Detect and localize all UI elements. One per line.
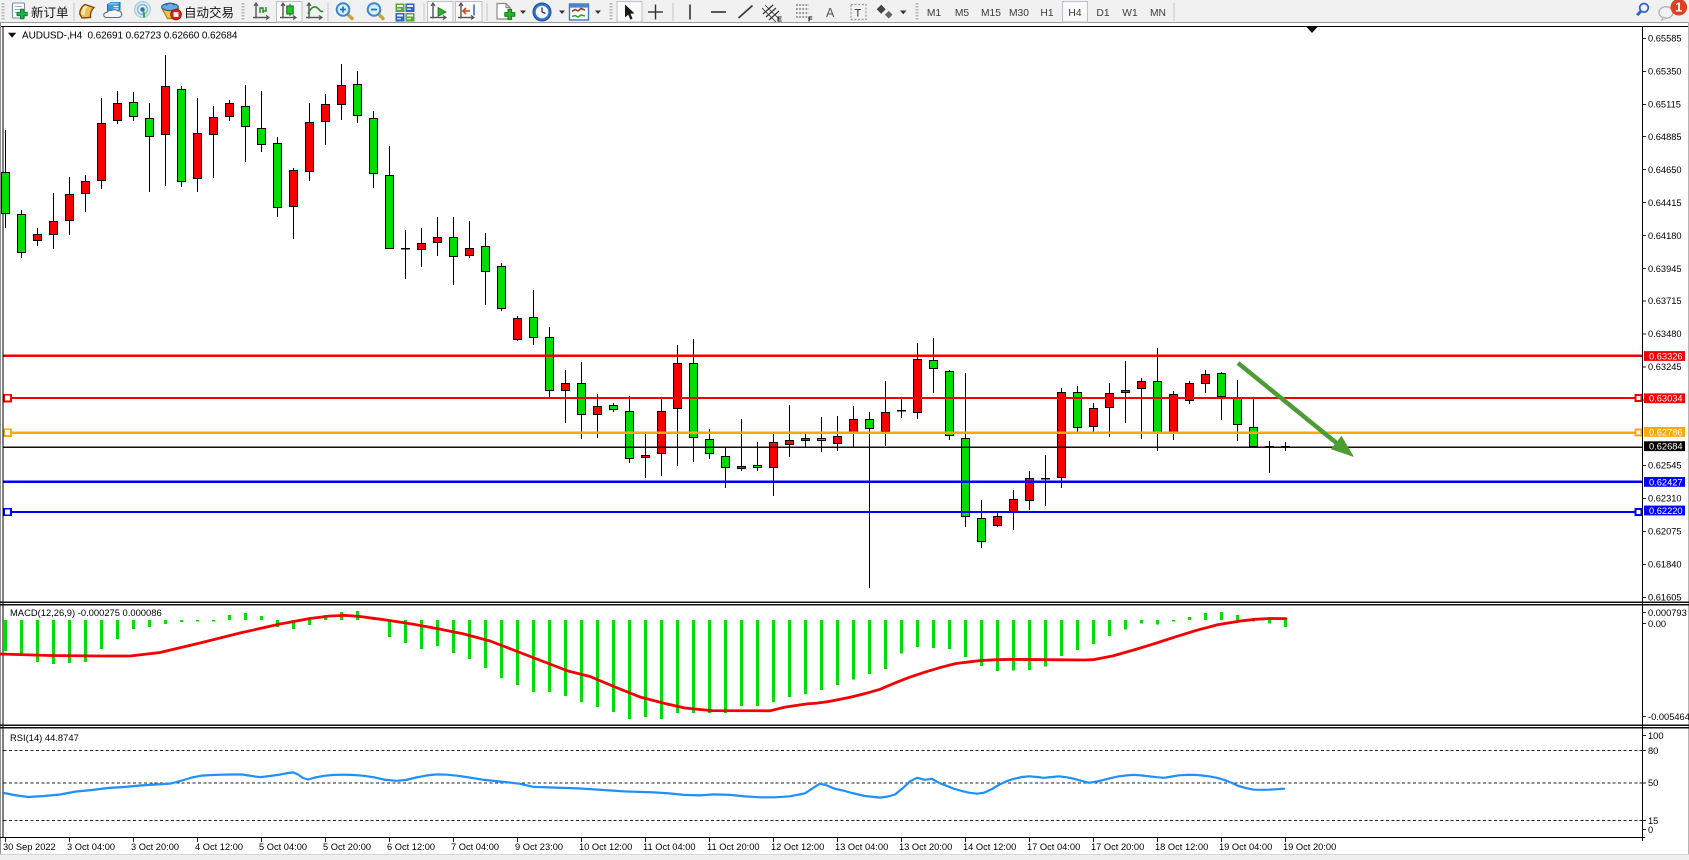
svg-text:MACD(12,26,9) -0.000275 0.0000: MACD(12,26,9) -0.000275 0.000086 (10, 607, 162, 618)
svg-text:0.64650: 0.64650 (1648, 165, 1682, 175)
svg-text:0.62786: 0.62786 (1649, 427, 1683, 437)
svg-text:D1: D1 (1096, 8, 1109, 19)
svg-text:0.63480: 0.63480 (1648, 329, 1682, 339)
svg-text:H4: H4 (1068, 8, 1081, 19)
svg-text:W1: W1 (1122, 8, 1138, 19)
svg-text:5 Oct 04:00: 5 Oct 04:00 (259, 842, 307, 852)
svg-text:0.62310: 0.62310 (1648, 494, 1682, 504)
svg-text:3 Oct 04:00: 3 Oct 04:00 (67, 842, 115, 852)
svg-text:13 Oct 04:00: 13 Oct 04:00 (835, 842, 888, 852)
svg-text:M30: M30 (1009, 8, 1029, 19)
svg-text:18 Oct 12:00: 18 Oct 12:00 (1155, 842, 1208, 852)
svg-text:0.63326: 0.63326 (1649, 351, 1683, 361)
svg-text:0.61605: 0.61605 (1648, 593, 1682, 603)
svg-text:自动交易: 自动交易 (184, 5, 234, 20)
svg-text:11 Oct 04:00: 11 Oct 04:00 (643, 842, 696, 852)
svg-text:0.65585: 0.65585 (1648, 34, 1682, 44)
svg-text:3 Oct 20:00: 3 Oct 20:00 (131, 842, 179, 852)
svg-text:0.63034: 0.63034 (1649, 394, 1683, 404)
svg-text:30 Sep 2022: 30 Sep 2022 (3, 842, 56, 852)
svg-text:0.63945: 0.63945 (1648, 264, 1682, 274)
svg-text:0.64885: 0.64885 (1648, 132, 1682, 142)
svg-text:6 Oct 12:00: 6 Oct 12:00 (387, 842, 435, 852)
svg-text:12 Oct 12:00: 12 Oct 12:00 (771, 842, 824, 852)
svg-text:新订单: 新订单 (31, 5, 69, 20)
svg-text:AUDUSD-,H4 0.62691 0.62723 0.: AUDUSD-,H4 0.62691 0.62723 0.62660 0.626… (22, 31, 238, 42)
svg-text:19 Oct 20:00: 19 Oct 20:00 (1283, 842, 1336, 852)
svg-text:50: 50 (1648, 778, 1658, 788)
svg-text:7 Oct 04:00: 7 Oct 04:00 (451, 842, 499, 852)
svg-text:F: F (808, 15, 813, 24)
svg-text:80: 80 (1648, 746, 1658, 756)
svg-text:0.000793: 0.000793 (1648, 608, 1687, 618)
svg-text:0.00: 0.00 (1648, 619, 1666, 629)
svg-text:10 Oct 12:00: 10 Oct 12:00 (579, 842, 632, 852)
svg-text:H1: H1 (1040, 8, 1053, 19)
svg-text:0.64415: 0.64415 (1648, 198, 1682, 208)
svg-text:0.63245: 0.63245 (1648, 362, 1682, 372)
svg-text:9 Oct 23:00: 9 Oct 23:00 (515, 842, 563, 852)
svg-text:100: 100 (1648, 731, 1664, 741)
svg-text:0.62427: 0.62427 (1649, 477, 1683, 487)
svg-text:0.62684: 0.62684 (1649, 442, 1683, 452)
svg-text:T: T (855, 8, 862, 20)
svg-text:15: 15 (1648, 816, 1658, 826)
svg-text:5 Oct 20:00: 5 Oct 20:00 (323, 842, 371, 852)
svg-text:0: 0 (1648, 825, 1653, 835)
svg-text:MN: MN (1150, 8, 1166, 19)
svg-text:RSI(14) 44.8747: RSI(14) 44.8747 (10, 732, 79, 743)
svg-text:M5: M5 (955, 8, 970, 19)
svg-text:0.65350: 0.65350 (1648, 67, 1682, 77)
svg-text:17 Oct 04:00: 17 Oct 04:00 (1027, 842, 1080, 852)
svg-text:0.64180: 0.64180 (1648, 231, 1682, 241)
svg-text:0.65115: 0.65115 (1648, 100, 1681, 110)
svg-text:A: A (826, 6, 835, 20)
svg-text:14 Oct 12:00: 14 Oct 12:00 (963, 842, 1016, 852)
svg-text:1: 1 (1675, 0, 1682, 15)
svg-text:13 Oct 20:00: 13 Oct 20:00 (899, 842, 952, 852)
svg-text:E: E (777, 15, 782, 24)
svg-text:17 Oct 20:00: 17 Oct 20:00 (1091, 842, 1144, 852)
svg-text:0.63715: 0.63715 (1648, 296, 1682, 306)
svg-text:4 Oct 12:00: 4 Oct 12:00 (195, 842, 243, 852)
svg-text:0.62075: 0.62075 (1648, 527, 1682, 537)
svg-text:0.62545: 0.62545 (1648, 461, 1682, 471)
svg-text:0.62220: 0.62220 (1649, 506, 1683, 516)
svg-text:M1: M1 (927, 8, 942, 19)
svg-text:19 Oct 04:00: 19 Oct 04:00 (1219, 842, 1272, 852)
svg-text:11 Oct 20:00: 11 Oct 20:00 (707, 842, 760, 852)
svg-text:0.61840: 0.61840 (1648, 560, 1682, 570)
svg-text:-0.005464: -0.005464 (1648, 712, 1689, 722)
svg-text:M15: M15 (981, 8, 1001, 19)
